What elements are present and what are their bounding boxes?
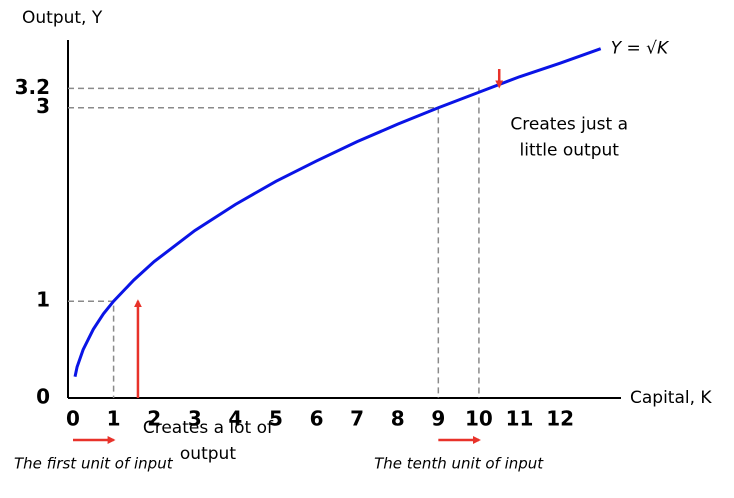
x-tick-label: 1 [107,407,121,431]
x-tick-label: 0 [66,407,80,431]
legend-label: Y = √K [611,39,670,59]
x-tick-label: 8 [391,407,405,431]
annotation-text: Creates a lot of [143,418,274,438]
y-tick-label: 3.2 [15,75,50,99]
x-tick-label: 4 [228,407,242,431]
x-tick-label: 3 [188,407,202,431]
curve [73,47,602,378]
annotation-text: little output [520,140,620,160]
guide-line [68,106,440,398]
x-tick-label: 9 [431,407,445,431]
y-tick-label: 1 [36,288,50,312]
x-tick-label: 11 [506,407,534,431]
input-label: The tenth unit of input [374,455,544,473]
guide-line [68,300,115,398]
x-tick-label: 7 [350,407,364,431]
annotation-text: output [180,444,236,464]
x-tick-label: 6 [310,407,324,431]
x-axis-label: Capital, K [630,388,712,408]
x-tick-label: 12 [546,407,574,431]
x-tick-label: 2 [147,407,161,431]
annotation-text: Creates just a [510,114,628,134]
y-axis-label: Output, Y [22,8,103,28]
guide-line [68,87,480,398]
y-tick-label: 3 [36,94,50,118]
x-tick-label: 5 [269,407,283,431]
input-label: The first unit of input [14,455,174,473]
y-tick-label: 0 [36,385,50,409]
x-tick-label: 10 [465,407,493,431]
